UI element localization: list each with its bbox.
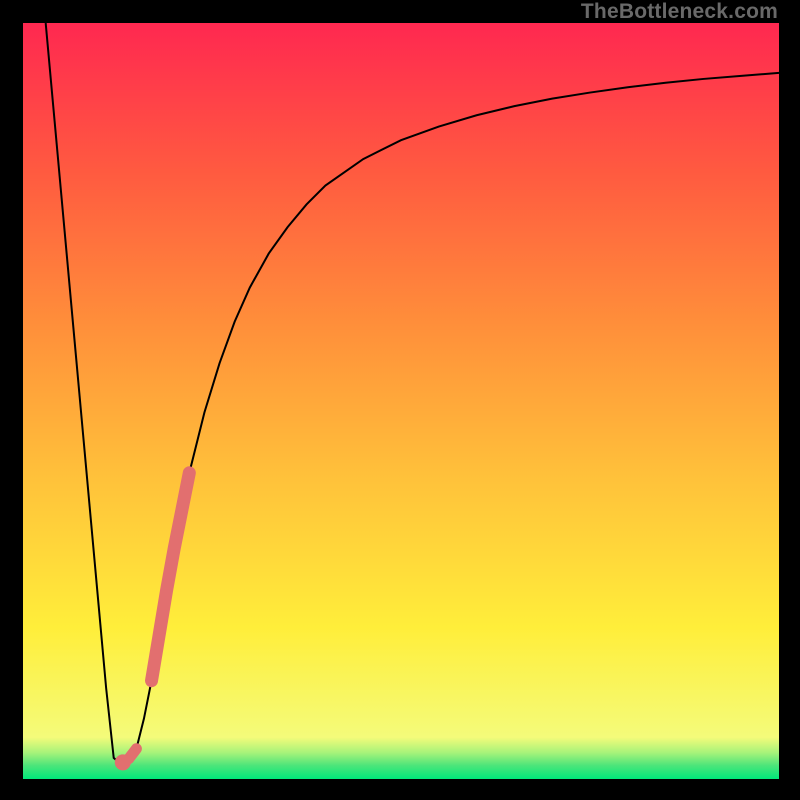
bottleneck-chart	[23, 23, 779, 779]
minimum-marker	[115, 754, 131, 770]
chart-background	[23, 23, 779, 779]
watermark-text: TheBottleneck.com	[581, 0, 778, 24]
chart-frame: TheBottleneck.com	[0, 0, 800, 800]
